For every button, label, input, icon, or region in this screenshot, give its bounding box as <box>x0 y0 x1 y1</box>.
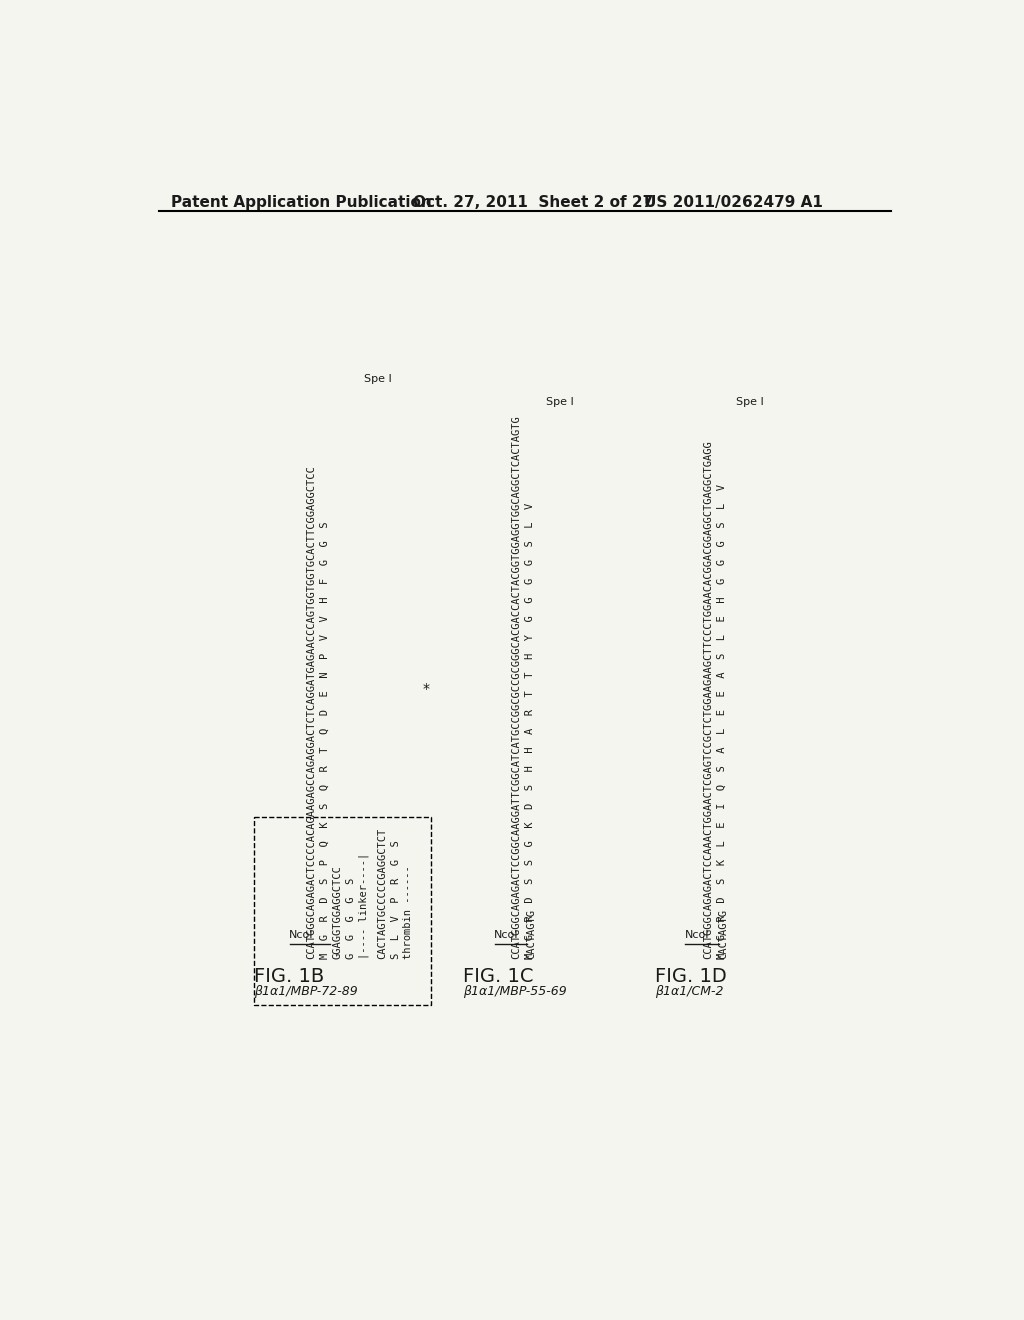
Text: CCATGGGCAGAGACTCCCCACAGAAGAGCCAGAGGACTCTCAGGATGAGAACCCAGTGGTGGTGCACTTCGGAGGCTCC: CCATGGGCAGAGACTCCCCACAGAAGAGCCAGAGGACTCT… <box>306 466 316 960</box>
Text: Spe I: Spe I <box>736 397 764 407</box>
Text: Patent Application Publication: Patent Application Publication <box>171 195 431 210</box>
Text: |---- linker----|: |---- linker----| <box>358 853 369 960</box>
Text: GGAGGTGGAGGCTCC: GGAGGTGGAGGCTCC <box>333 866 343 960</box>
Text: β1α1/MBP-72-89: β1α1/MBP-72-89 <box>254 985 357 998</box>
Text: NcoI: NcoI <box>684 929 709 940</box>
Text: CACTAGTG: CACTAGTG <box>526 909 537 960</box>
Text: *: * <box>423 682 429 696</box>
Text: M  G  R  D  S  S  G  K  D  S  H  H  A  R  T  T  H  Y  G  G  G  G  S  L  V: M G R D S S G K D S H H A R T T H Y G G … <box>524 503 535 960</box>
Text: β1α1/CM-2: β1α1/CM-2 <box>655 985 724 998</box>
Text: M  G  R  D  S  P  Q  K  S  Q  R  T  Q  D  E  N  P  V  V  H  F  G  G  S: M G R D S P Q K S Q R T Q D E N P V V H … <box>319 521 330 960</box>
Text: G  G  G  G  S: G G G G S <box>346 878 355 960</box>
Text: M  G  R  D  S  K  L  E  I  Q  S  A  L  E  E  A  S  L  E  H  G  G  G  S  L  V: M G R D S K L E I Q S A L E E A S L E H … <box>716 484 726 960</box>
Text: S  L  V  P  R  G  S: S L V P R G S <box>391 841 400 960</box>
Text: Spe I: Spe I <box>365 374 392 384</box>
Text: thrombin ------: thrombin ------ <box>403 866 413 960</box>
Text: CCATGGGCAGAGACTCCGGCAAGGATTCGGCATCATGCCGGCGCCGCGGGCACGACCACTACGGTGGAGGTGGCAGGCTC: CCATGGGCAGAGACTCCGGCAAGGATTCGGCATCATGCCG… <box>512 416 521 960</box>
Text: NcoI: NcoI <box>289 929 313 940</box>
Text: CACTAGTGCCCCCGAGGCTCT: CACTAGTGCCCCCGAGGCTCT <box>378 828 387 960</box>
Text: β1α1/MBP-55-69: β1α1/MBP-55-69 <box>463 985 566 998</box>
Text: Spe I: Spe I <box>547 397 574 407</box>
Text: Oct. 27, 2011  Sheet 2 of 27: Oct. 27, 2011 Sheet 2 of 27 <box>414 195 653 210</box>
Text: US 2011/0262479 A1: US 2011/0262479 A1 <box>644 195 823 210</box>
Text: CACTAGTG: CACTAGTG <box>718 909 728 960</box>
Text: FIG. 1D: FIG. 1D <box>655 966 727 986</box>
Text: NcoI: NcoI <box>494 929 518 940</box>
Text: FIG. 1C: FIG. 1C <box>463 966 534 986</box>
Text: CCATGGGCAGAGACTCCAAACTGGAACTCGAGTCCGCTCTGGAAGAAGCTTCCCTGGAACACGGACGGAGGCTGAGGCTG: CCATGGGCAGAGACTCCAAACTGGAACTCGAGTCCGCTCT… <box>703 441 713 960</box>
Text: FIG. 1B: FIG. 1B <box>254 966 324 986</box>
